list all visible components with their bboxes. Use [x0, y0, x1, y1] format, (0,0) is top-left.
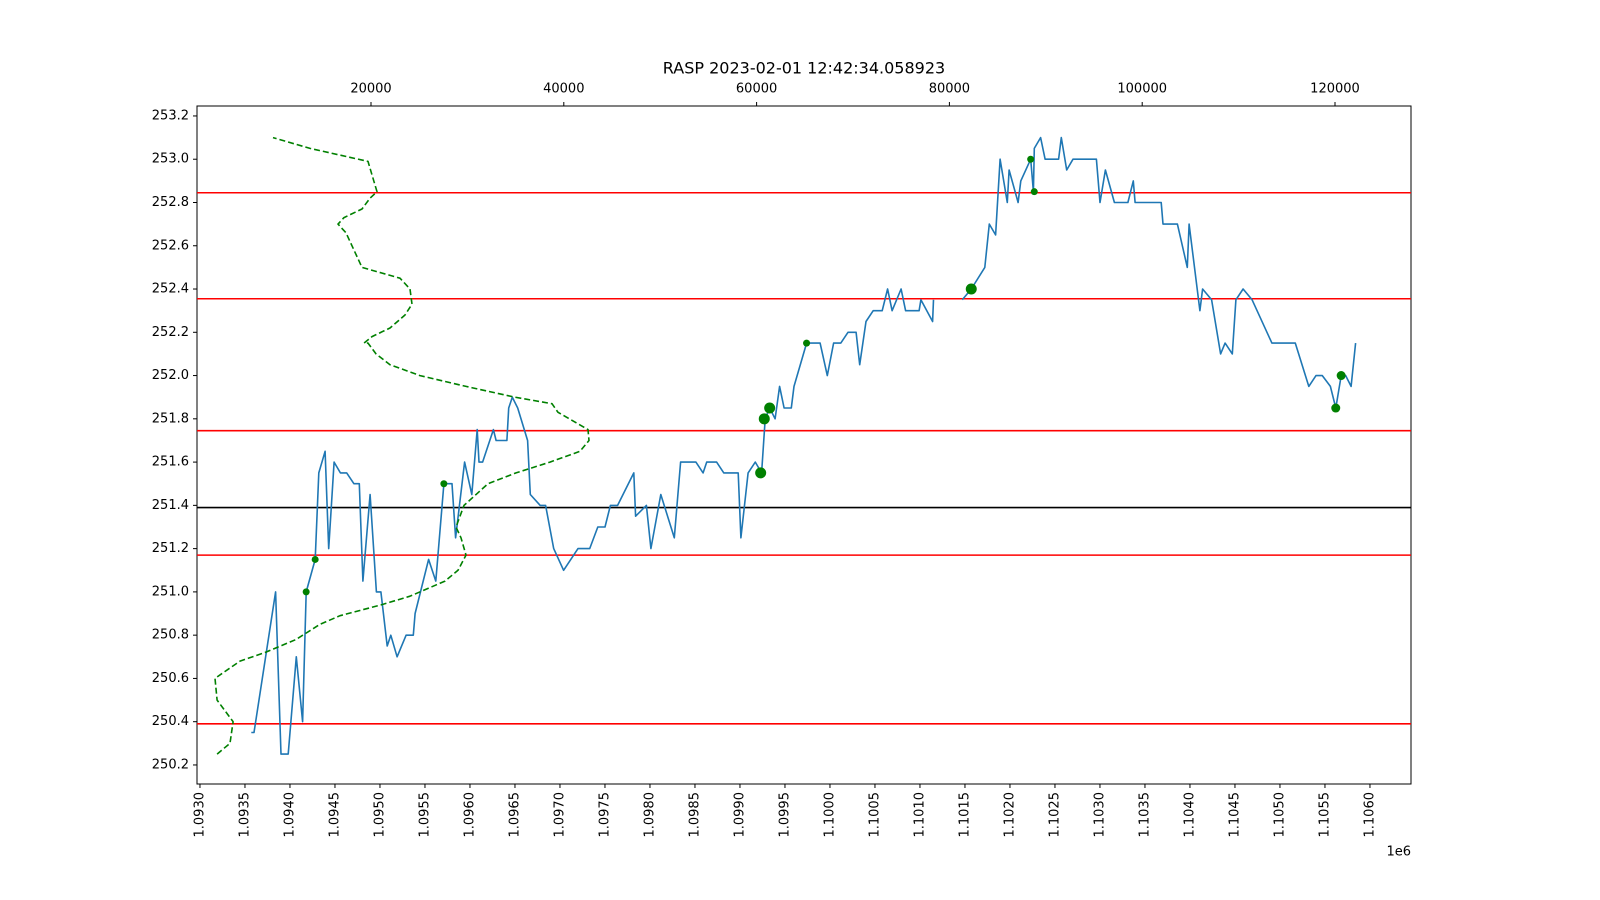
x-tick-label: 1.1015 — [957, 792, 972, 838]
x-tick-label: 1.0995 — [777, 792, 792, 838]
x-tick-label: 1.1060 — [1362, 792, 1377, 838]
x-tick-label: 1.0975 — [597, 792, 612, 838]
x-tick-label: 1.1055 — [1317, 792, 1332, 838]
y-tick-label: 250.6 — [152, 671, 189, 686]
signal-dot — [755, 467, 767, 479]
x2-tick-label: 60000 — [736, 82, 777, 97]
x-tick-label: 1.0955 — [417, 792, 432, 838]
x-tick-label: 1.0965 — [507, 792, 522, 838]
x-tick-label: 1.1020 — [1002, 792, 1017, 838]
y-tick-label: 251.8 — [152, 411, 189, 426]
y-tick-label: 253.2 — [152, 108, 189, 123]
x-tick-label: 1.0935 — [237, 792, 252, 838]
x-tick-label: 1.1035 — [1137, 792, 1152, 838]
y-tick-label: 250.8 — [152, 628, 189, 643]
signal-dot — [803, 339, 811, 347]
x2-tick-label: 40000 — [543, 82, 584, 97]
x-tick-label: 1.1000 — [822, 792, 837, 838]
x-tick-label: 1.0945 — [327, 792, 342, 838]
x-tick-label: 1.0985 — [687, 792, 702, 838]
y-tick-label: 250.2 — [152, 757, 189, 772]
chart-title: RASP 2023-02-01 12:42:34.058923 — [663, 59, 945, 78]
y-tick-label: 252.2 — [152, 325, 189, 340]
signal-dot — [1027, 155, 1035, 163]
price-line — [251, 136, 1357, 755]
x-tick-label: 1.0970 — [552, 792, 567, 838]
x-tick-label: 1.1030 — [1092, 792, 1107, 838]
x2-tick-label: 20000 — [350, 82, 391, 97]
signal-dot — [1331, 403, 1341, 413]
y-tick-label: 251.6 — [152, 455, 189, 470]
y-tick-label: 251.4 — [152, 498, 189, 513]
x2-tick-label: 80000 — [929, 82, 970, 97]
x-tick-label: 1.1040 — [1182, 792, 1197, 838]
plot-frame — [196, 105, 1412, 785]
y-tick-label: 252.6 — [152, 238, 189, 253]
x-tick-label: 1.1050 — [1272, 792, 1287, 838]
signal-dot — [758, 413, 770, 425]
x-tick-label: 1.0950 — [372, 792, 387, 838]
y-tick-label: 252.4 — [152, 282, 189, 297]
x2-tick-label: 100000 — [1117, 82, 1167, 97]
y-tick-label: 250.4 — [152, 714, 189, 729]
y-tick-label: 251.2 — [152, 541, 189, 556]
x-tick-label: 1.0930 — [192, 792, 207, 838]
y-tick-label: 253.0 — [152, 152, 189, 167]
signal-dot — [302, 588, 310, 596]
x-tick-label: 1.1010 — [912, 792, 927, 838]
x2-tick-label: 120000 — [1310, 82, 1360, 97]
x-tick-label: 1.1005 — [867, 792, 882, 838]
x-tick-label: 1.0960 — [462, 792, 477, 838]
y-tick-label: 252.0 — [152, 368, 189, 383]
x-tick-label: 1.1045 — [1227, 792, 1242, 838]
signal-dot — [965, 283, 977, 295]
x-tick-label: 1.1025 — [1047, 792, 1062, 838]
signal-dot — [311, 555, 319, 563]
signal-dot — [1030, 188, 1038, 196]
signal-dot — [764, 402, 776, 414]
x-tick-label: 1.0980 — [642, 792, 657, 838]
x-offset-label: 1e6 — [1386, 845, 1411, 860]
x-tick-label: 1.0990 — [732, 792, 747, 838]
signal-dot — [1336, 371, 1346, 381]
y-tick-label: 252.8 — [152, 195, 189, 210]
signal-dot — [440, 480, 448, 488]
volume-profile — [214, 136, 590, 755]
x-tick-label: 1.0940 — [282, 792, 297, 838]
y-tick-label: 251.0 — [152, 584, 189, 599]
